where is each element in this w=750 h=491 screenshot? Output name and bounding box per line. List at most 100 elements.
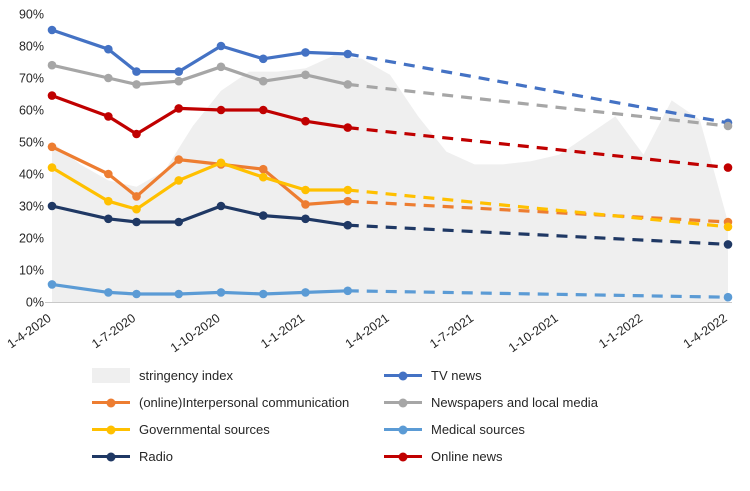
series-marker xyxy=(47,60,57,70)
series-marker xyxy=(47,201,57,211)
y-axis-tick-label: 10% xyxy=(19,264,44,278)
series-marker xyxy=(343,196,353,206)
series-marker xyxy=(216,158,226,168)
legend-label: Medical sources xyxy=(431,422,525,437)
legend-marker-dot xyxy=(398,398,408,407)
legend-label: Newspapers and local media xyxy=(431,395,598,410)
series-marker xyxy=(132,67,141,76)
series-marker xyxy=(47,163,57,172)
series-marker xyxy=(104,196,113,206)
series-marker xyxy=(132,217,141,227)
legend-marker-dot xyxy=(398,371,408,380)
x-axis-tick-label: 1-1-2021 xyxy=(258,311,307,351)
series-marker xyxy=(104,44,113,54)
series-marker xyxy=(47,142,57,152)
x-axis-tick-label: 1-10-2021 xyxy=(506,311,561,355)
series-marker xyxy=(301,200,310,209)
legend-line-swatch xyxy=(384,425,422,434)
series-marker xyxy=(343,80,353,89)
legend-item: (online)Interpersonal communication xyxy=(92,395,384,410)
series-line-dashed xyxy=(347,82,729,128)
legend-label: Radio xyxy=(139,449,173,464)
series-marker xyxy=(47,91,57,100)
series-marker xyxy=(216,201,226,211)
series-line-dashed xyxy=(347,188,729,229)
legend-item: Radio xyxy=(92,449,384,464)
legend-marker-dot xyxy=(106,452,116,461)
series-marker xyxy=(343,49,353,59)
series-marker xyxy=(301,288,310,297)
series-marker xyxy=(301,48,310,57)
series-marker xyxy=(258,211,268,220)
legend-item: Governmental sources xyxy=(92,422,384,437)
x-axis-tick-label: 1-4-2020 xyxy=(5,311,54,351)
series-end-marker xyxy=(723,222,733,232)
series-marker xyxy=(258,164,268,174)
legend-line-swatch xyxy=(384,398,422,407)
legend-marker-dot xyxy=(106,425,116,434)
x-axis-tick-label: 1-1-2022 xyxy=(596,311,645,351)
series-line-dashed xyxy=(347,289,729,299)
series-line-solid xyxy=(50,28,350,74)
series-marker xyxy=(174,289,184,299)
series-marker xyxy=(343,220,353,230)
series-line-solid xyxy=(50,93,350,136)
series-end-marker xyxy=(723,121,733,131)
series-marker xyxy=(216,105,226,115)
series-marker xyxy=(216,41,226,51)
series-marker xyxy=(174,155,184,164)
legend-label: TV news xyxy=(431,368,482,383)
y-axis-tick-label: 60% xyxy=(19,104,44,118)
series-end-marker xyxy=(723,240,733,249)
series-line-dashed xyxy=(347,199,729,224)
y-axis-tick-label: 80% xyxy=(19,40,44,54)
y-axis-tick-label: 30% xyxy=(19,200,44,214)
y-axis-tick-label: 40% xyxy=(19,168,44,182)
legend-item: Medical sources xyxy=(384,422,684,437)
y-axis-tick-label: 50% xyxy=(19,136,44,150)
series-marker xyxy=(104,73,113,83)
chart-legend: stringency index TV news (online)Interpers… xyxy=(92,362,750,470)
area-stringency-index xyxy=(52,55,728,302)
series-marker xyxy=(174,76,184,86)
x-axis-tick-label: 1-4-2022 xyxy=(681,311,730,351)
series-marker xyxy=(47,280,57,289)
legend-item: Newspapers and local media xyxy=(384,395,684,410)
legend-label: stringency index xyxy=(139,368,233,383)
series-marker xyxy=(258,289,268,299)
x-axis-tick-label: 1-10-2020 xyxy=(168,311,223,355)
series-marker xyxy=(343,123,353,132)
legend-item: stringency index xyxy=(92,368,384,383)
series-marker xyxy=(301,70,310,80)
series-marker xyxy=(216,288,226,297)
legend-line-swatch xyxy=(92,425,130,434)
legend-marker-dot xyxy=(398,425,408,434)
series-marker xyxy=(258,76,268,86)
series-line-solid xyxy=(50,204,350,227)
series-marker xyxy=(343,185,353,195)
x-axis-tick-label: 1-7-2020 xyxy=(89,311,138,351)
series-marker xyxy=(301,214,310,224)
series-marker xyxy=(132,129,141,139)
series-marker xyxy=(132,289,141,299)
series-end-marker xyxy=(723,163,733,172)
series-marker xyxy=(47,25,57,35)
legend-line-swatch xyxy=(92,452,130,461)
series-line-dashed xyxy=(347,126,729,170)
series-marker xyxy=(258,172,268,182)
series-marker xyxy=(258,54,268,64)
series-marker xyxy=(258,105,268,115)
series-line-solid xyxy=(50,161,350,211)
legend-line-swatch xyxy=(92,398,130,407)
series-marker xyxy=(216,62,226,72)
legend-label: Governmental sources xyxy=(139,422,270,437)
legend-label: Online news xyxy=(431,449,503,464)
series-line-dashed xyxy=(347,52,729,125)
series-marker xyxy=(104,169,113,179)
legend-line-swatch xyxy=(384,371,422,380)
legend-area-swatch xyxy=(92,368,130,383)
series-marker xyxy=(301,116,310,126)
y-axis-tick-label: 20% xyxy=(19,232,44,246)
series-marker xyxy=(301,185,310,195)
